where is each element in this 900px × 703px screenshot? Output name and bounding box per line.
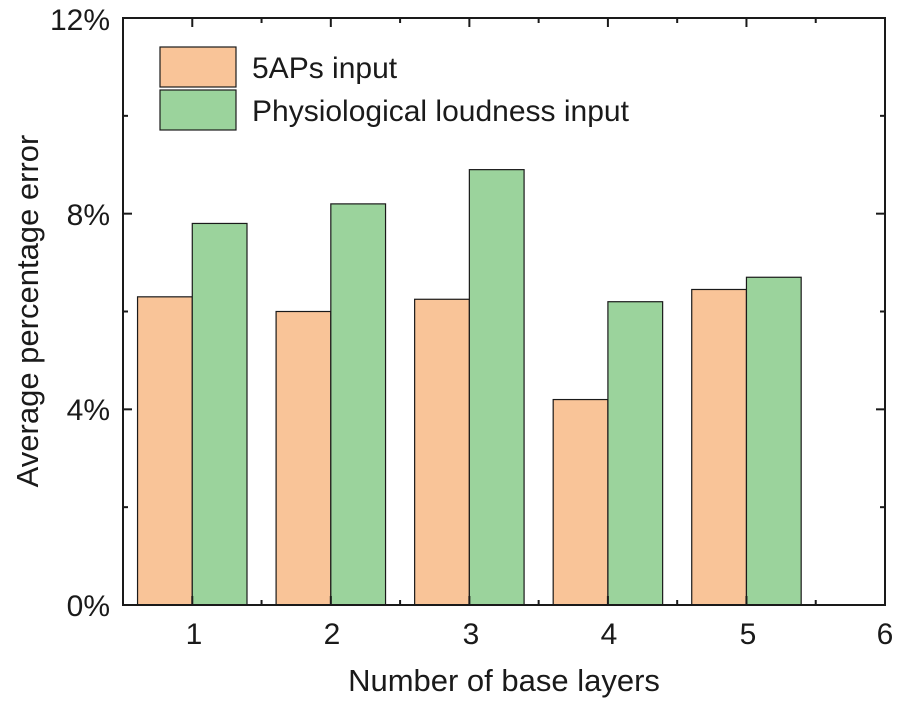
bar-series-a-5 — [691, 288, 748, 606]
legend-swatch — [159, 89, 237, 131]
bar-series-a-4 — [552, 398, 609, 606]
y-tick-label: 0% — [67, 590, 110, 623]
x-axis-title: Number of base layers — [348, 663, 660, 698]
legend-swatch — [159, 46, 237, 88]
x-tick-label: 5 — [740, 618, 757, 651]
x-tick-label: 2 — [324, 618, 341, 651]
bar-series-b-2 — [330, 203, 387, 606]
bar-series-a-2 — [275, 310, 332, 606]
y-tick-label: 4% — [67, 394, 110, 427]
y-axis-title: Average percentage error — [10, 135, 45, 488]
bar-series-b-4 — [607, 301, 664, 606]
bar-series-b-5 — [745, 276, 802, 606]
x-tick-label: 6 — [877, 618, 894, 651]
bar-series-a-3 — [414, 298, 470, 606]
bar-series-a-1 — [136, 296, 193, 606]
legend-label: Physiological loudness input — [252, 95, 630, 128]
legend: 5APs input Physiological loudness input — [159, 46, 630, 131]
ticks-group — [123, 17, 886, 606]
x-tick-label: 1 — [186, 618, 203, 651]
bar-series-b-1 — [191, 222, 248, 606]
y-tick-label: 8% — [67, 199, 110, 232]
x-tick-label: 4 — [601, 618, 618, 651]
bars-group — [136, 169, 802, 606]
bar-series-b-3 — [468, 169, 525, 606]
legend-label: 5APs input — [252, 52, 398, 85]
x-tick-label: 3 — [463, 618, 480, 651]
y-tick-label: 12% — [50, 4, 110, 37]
